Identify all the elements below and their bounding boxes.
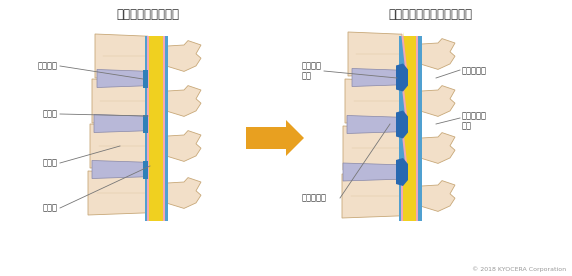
Text: 靭帯の肥厚: 靭帯の肥厚 <box>462 67 487 76</box>
Polygon shape <box>347 115 402 134</box>
Polygon shape <box>420 39 455 69</box>
Polygon shape <box>92 79 148 123</box>
Polygon shape <box>348 32 402 76</box>
Polygon shape <box>97 70 148 87</box>
Text: 椎体のずれ: 椎体のずれ <box>302 193 327 203</box>
Polygon shape <box>95 34 148 78</box>
Polygon shape <box>166 86 201 116</box>
Polygon shape <box>403 32 416 221</box>
Polygon shape <box>396 63 408 92</box>
Polygon shape <box>88 171 148 215</box>
Polygon shape <box>143 115 148 132</box>
Polygon shape <box>166 177 201 208</box>
Polygon shape <box>166 41 201 71</box>
Polygon shape <box>94 115 148 132</box>
Polygon shape <box>352 68 404 86</box>
Text: 硬膜管: 硬膜管 <box>43 110 58 118</box>
Text: 椎間板の
突出: 椎間板の 突出 <box>302 61 322 81</box>
Polygon shape <box>345 79 402 123</box>
Polygon shape <box>166 131 201 161</box>
Polygon shape <box>401 32 418 221</box>
Polygon shape <box>396 158 408 186</box>
Polygon shape <box>420 181 455 211</box>
Polygon shape <box>396 110 408 139</box>
Polygon shape <box>399 36 422 221</box>
Polygon shape <box>343 126 402 170</box>
Polygon shape <box>143 70 148 87</box>
Text: © 2018 KYOCERA Corporation: © 2018 KYOCERA Corporation <box>472 266 566 272</box>
Text: 脊柱管: 脊柱管 <box>43 203 58 213</box>
Polygon shape <box>90 124 148 168</box>
Text: 腰部脊柱管狭窄症の断面図: 腰部脊柱管狭窄症の断面図 <box>388 8 472 21</box>
Polygon shape <box>149 36 163 221</box>
Polygon shape <box>342 174 402 218</box>
FancyArrow shape <box>246 120 304 156</box>
Text: 正常な脊椎の断面図: 正常な脊椎の断面図 <box>117 8 180 21</box>
Polygon shape <box>147 36 165 221</box>
Polygon shape <box>420 132 455 163</box>
Polygon shape <box>145 36 168 221</box>
Polygon shape <box>92 161 148 179</box>
Polygon shape <box>143 161 148 179</box>
Polygon shape <box>420 86 455 116</box>
Text: 椎間板: 椎間板 <box>43 158 58 168</box>
Text: 黄色靭帯: 黄色靭帯 <box>38 62 58 70</box>
Text: 骨・関節の
変形: 骨・関節の 変形 <box>462 111 487 131</box>
Polygon shape <box>343 163 400 181</box>
